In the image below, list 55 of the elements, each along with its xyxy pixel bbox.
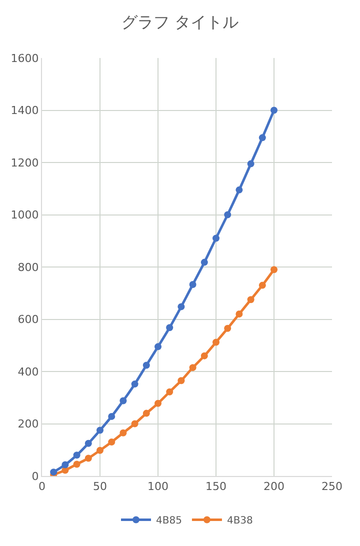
point <box>224 211 232 218</box>
y-tick-label: 800 <box>18 260 39 274</box>
point <box>166 324 174 332</box>
point <box>258 282 266 289</box>
point <box>154 343 162 350</box>
point <box>96 446 104 454</box>
point <box>108 438 116 446</box>
point <box>212 234 220 242</box>
x-tick-label: 250 <box>322 480 342 494</box>
point <box>270 106 278 114</box>
point <box>200 352 208 360</box>
x-tick-label: 50 <box>93 480 107 494</box>
point <box>154 400 162 407</box>
y-tick-label: 1000 <box>10 208 39 222</box>
point <box>270 266 278 274</box>
point <box>131 380 138 388</box>
point <box>50 468 58 476</box>
point <box>178 377 185 384</box>
y-tick-label: 1600 <box>10 52 39 65</box>
point <box>73 452 80 459</box>
y-tick-label: 1200 <box>10 156 39 170</box>
point <box>189 281 196 288</box>
point <box>62 461 69 468</box>
point <box>178 303 185 310</box>
point <box>120 429 127 436</box>
y-tick-label: 1400 <box>10 104 39 118</box>
point <box>212 338 220 346</box>
point <box>96 426 104 434</box>
point <box>73 460 80 468</box>
point <box>131 420 138 428</box>
x-tick-label: 100 <box>148 480 168 494</box>
legend-label: 4B85 <box>156 516 182 527</box>
x-tick-label: 150 <box>206 480 226 494</box>
point <box>142 410 150 417</box>
legend-label: 4B38 <box>226 516 253 527</box>
y-tick-label: 600 <box>18 313 39 326</box>
point <box>224 324 232 332</box>
point <box>258 134 266 142</box>
point <box>236 310 243 318</box>
point <box>200 258 208 266</box>
point <box>236 186 243 194</box>
y-tick-label: 200 <box>18 418 39 431</box>
x-tick-label: 200 <box>264 480 284 494</box>
chart-title: グラフ タイトル <box>121 12 239 32</box>
point <box>247 296 254 304</box>
point <box>189 364 196 372</box>
point <box>108 412 116 420</box>
point <box>84 440 92 447</box>
point <box>247 160 254 168</box>
point <box>142 362 150 369</box>
point <box>166 388 174 396</box>
y-tick-label: 0 <box>32 470 39 483</box>
point <box>120 397 127 404</box>
point <box>84 454 92 462</box>
y-tick-label: 400 <box>18 365 39 378</box>
